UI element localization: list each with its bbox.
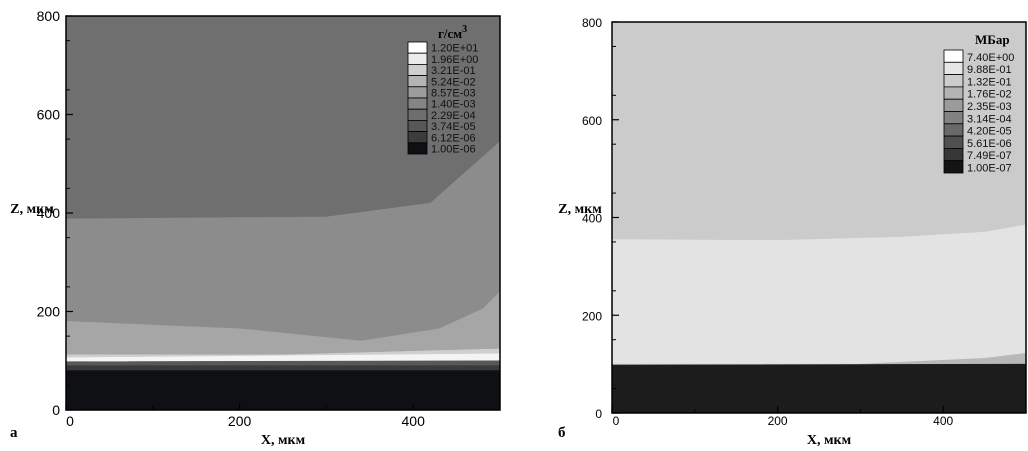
legend-level-label: 3.74E-05 [431,121,476,133]
field-region-0 [611,21,1027,241]
legend-level-label: 5.24E-02 [431,76,476,88]
axis-ticks: 0 200 400 600 800 0 200 400 [37,8,425,429]
field-region-7 [65,370,501,411]
x-tick-label: 400 [402,413,426,429]
legend-swatch [943,86,964,100]
legend-level-label: 1.00E-07 [967,163,1012,175]
x-tick-label: 200 [768,414,788,428]
legend-level-label: 1.20E+01 [431,43,478,55]
y-tick-label: 800 [582,16,602,30]
legend-swatch [943,61,964,75]
pressure-legend: МБар 7.40E+009.88E-011.32E-011.76E-022.35… [943,32,1014,175]
legend-level-label: 6.12E-06 [431,132,476,144]
x-tick-label: 0 [613,414,620,428]
x-axis-label: X, мкм [261,433,306,448]
legend-swatch [943,49,964,63]
legend-level-label: 4.20E-05 [967,126,1012,138]
legend-level-label: 2.29E-04 [431,110,476,122]
field-region-3 [611,363,1027,414]
y-tick-label: 200 [582,309,602,323]
pressure-chart-panel: 0 200 400 600 800 0 200 400 МБар 7.40E+009.88E-0… [558,16,1027,448]
legend-swatch [943,98,964,112]
legend-swatch [407,41,428,54]
x-axis-label: X, мкм [807,433,852,448]
legend-level-label: 5.61E-06 [967,138,1012,150]
field-region-6 [65,365,501,371]
legend-swatch [943,147,964,162]
y-tick-label: 200 [37,304,61,320]
legend-swatch [407,131,428,144]
y-tick-label: 400 [37,205,61,221]
legend-swatch [943,74,964,88]
legend-swatch [943,123,964,137]
legend-swatch [407,64,428,77]
y-tick-label: 0 [52,402,60,418]
legend-swatch [407,120,428,133]
pressure-field [611,21,1027,414]
y-tick-label: 600 [37,107,61,123]
legend-level-label: 7.49E-07 [967,150,1012,162]
x-tick-label: 400 [933,414,953,428]
legend-swatch [407,75,428,88]
density-legend: г/см3 1.20E+011.96E+003.21E-015.24E-028.5… [407,24,478,156]
legend-level-label: 7.40E+00 [967,52,1014,64]
legend-title: г/см3 [438,24,467,41]
legend-swatch [943,135,964,149]
legend-swatch [407,142,428,155]
legend-level-label: 2.35E-03 [967,101,1012,113]
legend-level-label: 9.88E-01 [967,64,1012,76]
x-tick-label: 200 [228,413,252,429]
y-tick-label: 400 [582,212,602,226]
legend-title: МБар [975,32,1010,47]
field-region-1 [611,224,1027,365]
y-tick-label: 0 [595,407,602,421]
legend-title-superscript: 3 [462,24,467,35]
y-tick-label: 600 [582,114,602,128]
legend-level-label: 3.21E-01 [431,65,476,77]
y-tick-label: 800 [37,8,61,24]
legend-level-label: 3.14E-04 [967,113,1012,125]
legend-swatch [407,108,428,121]
legend-swatch [407,52,428,65]
axis-ticks: 0 200 400 600 800 0 200 400 [582,16,954,428]
y-axis-label: Z, мкм [10,202,54,217]
legend-level-label: 8.57E-03 [431,88,476,100]
y-axis-label: Z, мкм [558,202,602,217]
legend-level-label: 1.32E-01 [967,76,1012,88]
legend-level-label: 1.00E-06 [431,144,476,156]
field-region-5 [65,360,501,366]
panel-label: а [10,425,18,441]
legend-swatch [407,86,428,99]
legend-level-label: 1.40E-03 [431,99,476,111]
x-tick-label: 0 [66,413,74,429]
legend-level-label: 1.96E+00 [431,54,478,66]
legend-swatch [407,97,428,110]
legend-swatch [943,111,964,125]
legend-swatch [943,160,964,174]
density-chart-panel: 0 200 400 600 800 0 200 400 г/см3 1.20E+011.96E+… [10,8,501,448]
panel-label: б [558,425,566,441]
legend-level-label: 1.76E-02 [967,89,1012,101]
